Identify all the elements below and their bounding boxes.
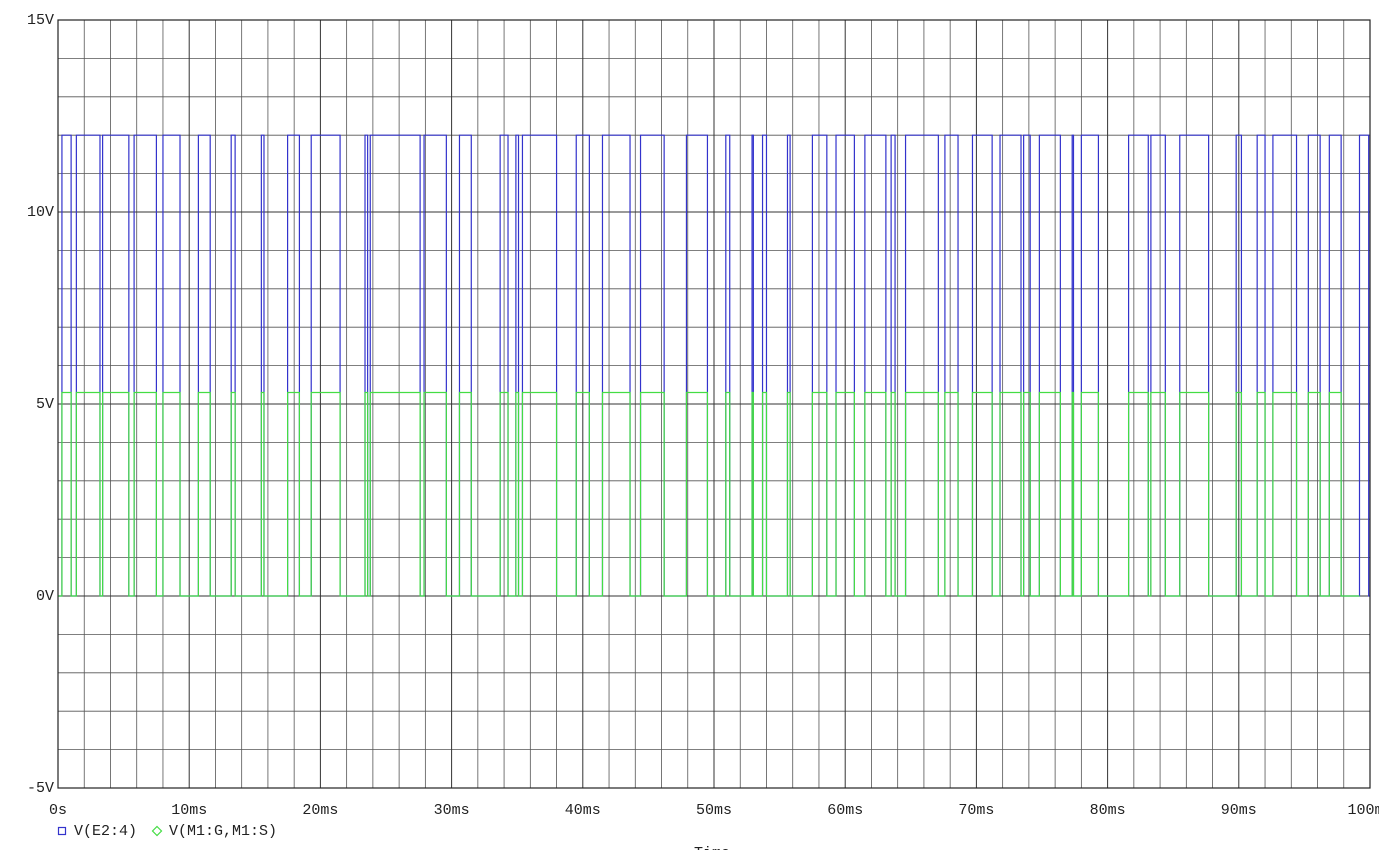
y-tick-label: -5V xyxy=(27,780,54,797)
y-tick-label: 15V xyxy=(27,12,54,29)
x-tick-label: 40ms xyxy=(565,802,601,819)
waveform xyxy=(58,391,1360,597)
legend-label: V(E2:4) xyxy=(74,823,137,840)
x-tick-label: 90ms xyxy=(1221,802,1257,819)
x-tick-label: 30ms xyxy=(434,802,470,819)
y-tick-label: 0V xyxy=(36,588,54,605)
legend-label: V(M1:G,M1:S) xyxy=(169,823,277,840)
y-tick-label: 10V xyxy=(27,204,54,221)
x-tick-label: 100ms xyxy=(1347,802,1379,819)
x-axis-label: Time xyxy=(694,845,730,850)
plot-frame xyxy=(57,19,1371,789)
x-tick-label: 10ms xyxy=(171,802,207,819)
legend-marker xyxy=(151,825,163,837)
x-tick-label: 50ms xyxy=(696,802,732,819)
x-tick-label: 70ms xyxy=(958,802,994,819)
x-tick-label: 60ms xyxy=(827,802,863,819)
x-tick-label: 20ms xyxy=(302,802,338,819)
y-tick-label: 5V xyxy=(36,396,54,413)
legend-marker xyxy=(57,826,67,836)
x-tick-label: 80ms xyxy=(1090,802,1126,819)
x-tick-label: 0s xyxy=(49,802,67,819)
